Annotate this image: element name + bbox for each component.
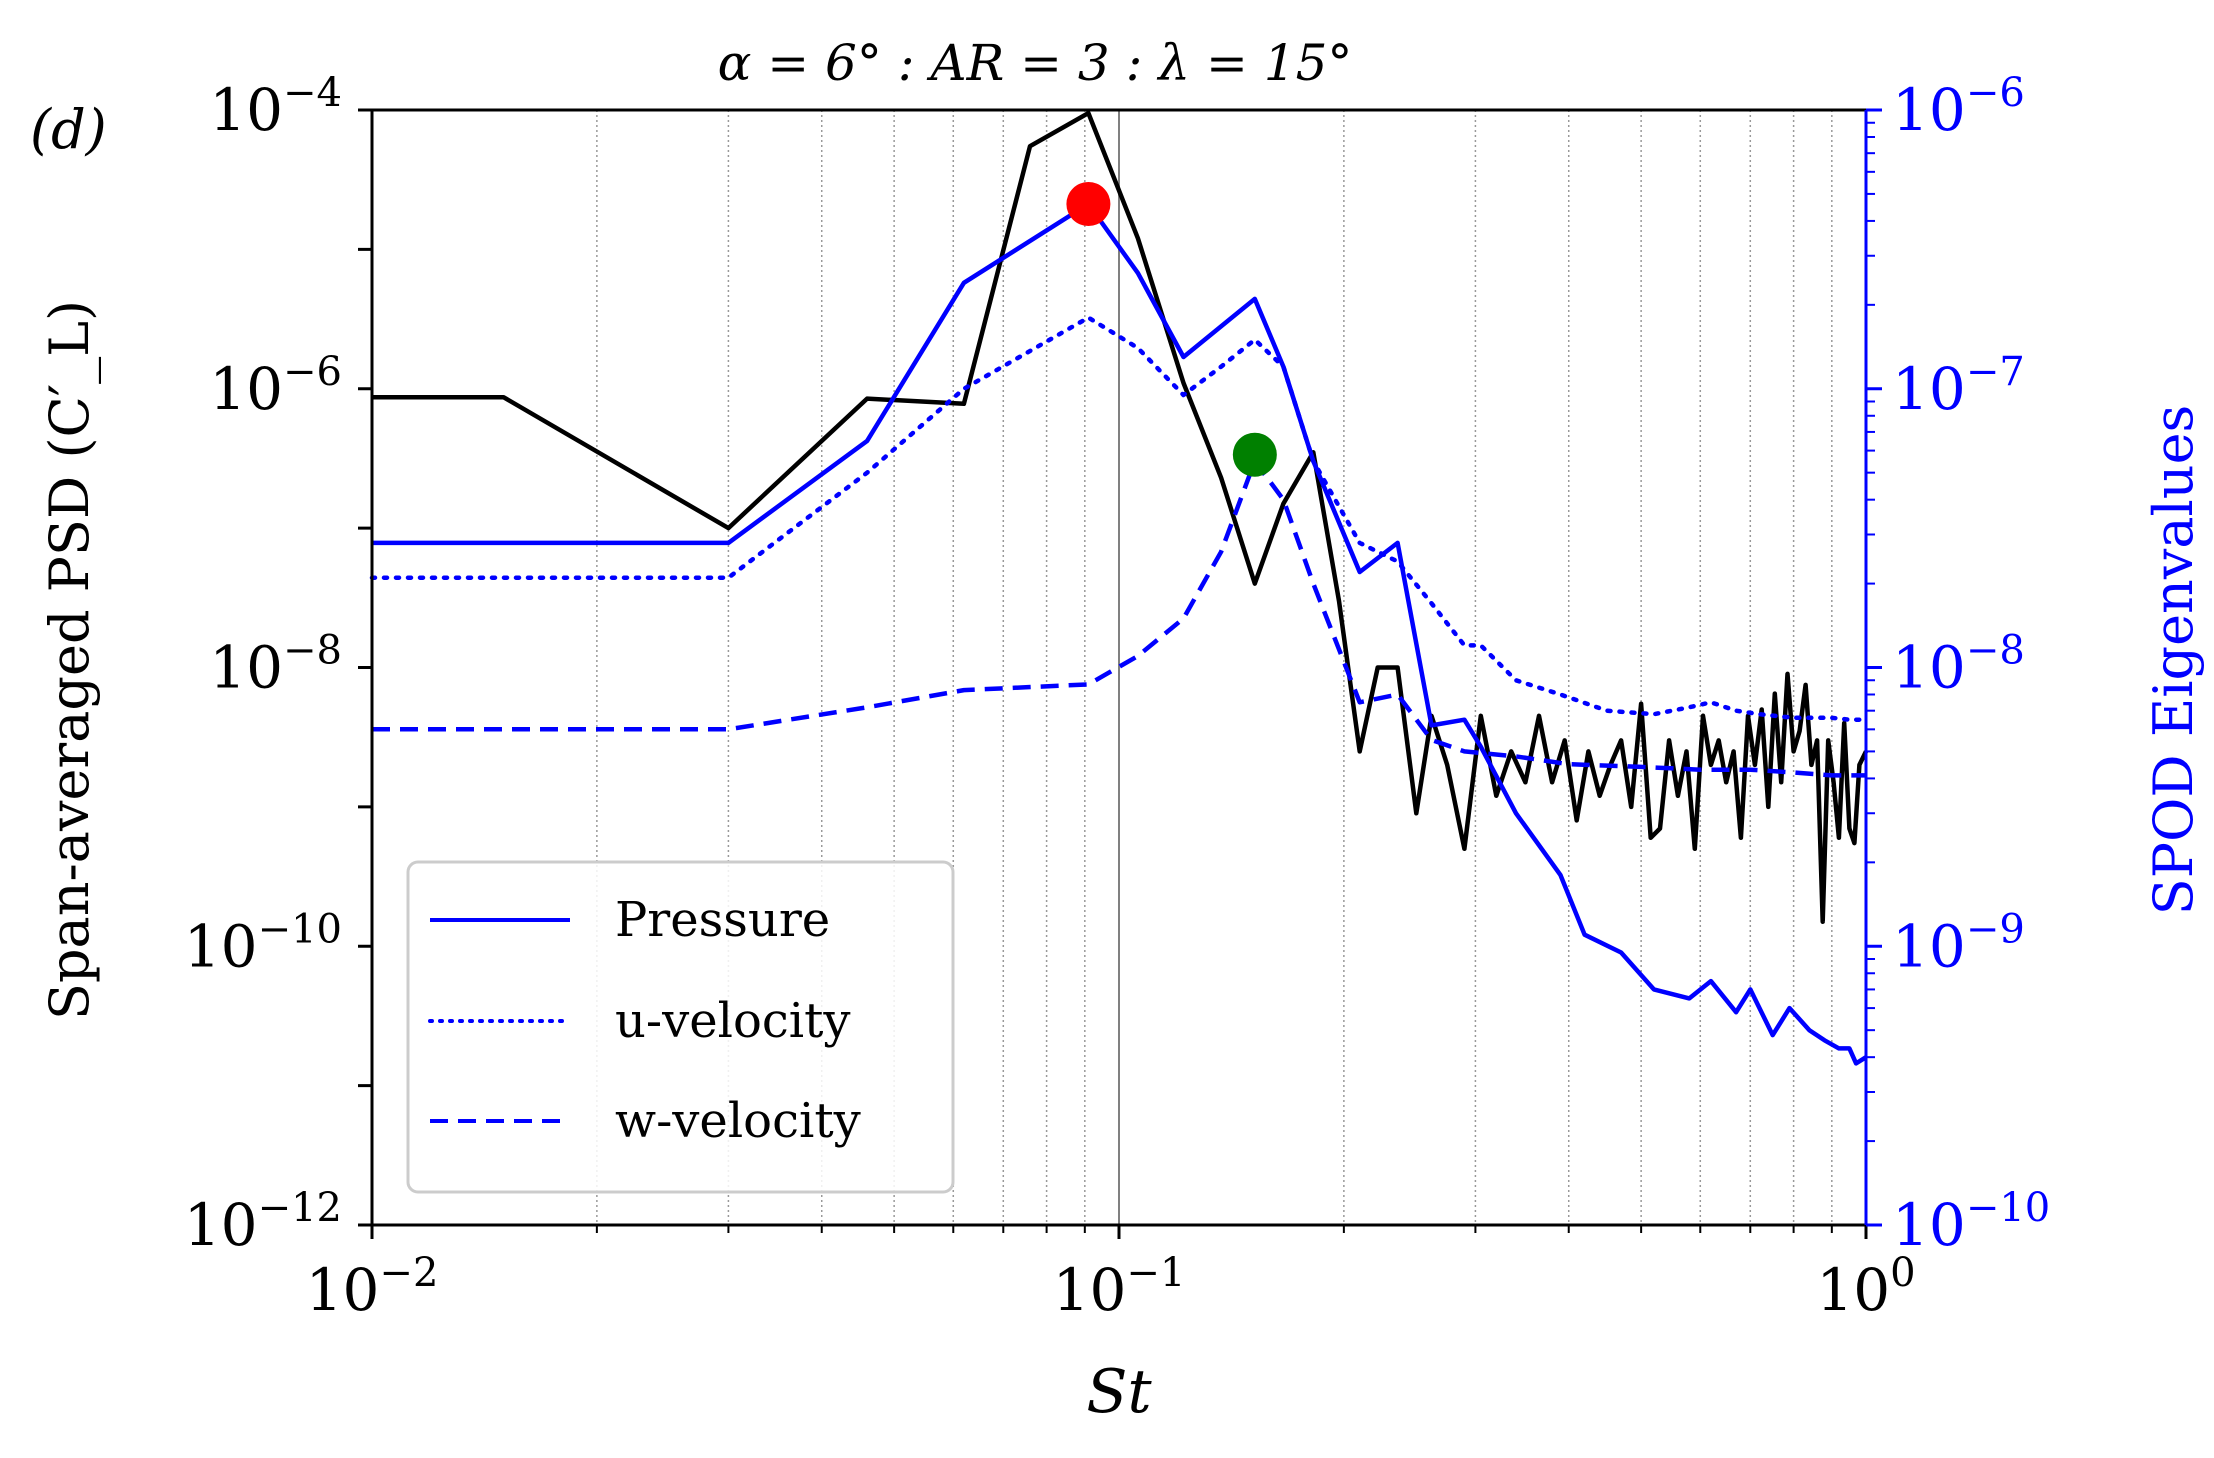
x-tick-label: 100 bbox=[1816, 1250, 1915, 1324]
legend-label-w-velocity: w-velocity bbox=[615, 1093, 861, 1149]
legend-box bbox=[406, 860, 955, 1194]
series-layer bbox=[369, 110, 1869, 1066]
y-left-tick-label: 10−10 bbox=[184, 906, 342, 980]
y-left-tick-label: 10−4 bbox=[209, 70, 342, 144]
y-right-tick-label: 10−10 bbox=[1892, 1185, 2050, 1259]
marker-primary-peak bbox=[1066, 182, 1111, 227]
axes: 10−2 10−1 100 10−4 10−6 10−8 10−10 10−12 10−6 10−… bbox=[184, 70, 2050, 1324]
y-right-tick-label: 10−7 bbox=[1892, 349, 2025, 423]
series-line-pressure bbox=[372, 201, 1868, 1066]
legend: Pressure u-velocity w-velocity bbox=[406, 860, 955, 1194]
legend-label-u-velocity: u-velocity bbox=[615, 993, 851, 1049]
legend-label-pressure: Pressure bbox=[615, 892, 830, 948]
chart-title: α = 6° : AR = 3 : λ = 15° bbox=[718, 34, 1353, 92]
y-axis-label-left: Span-averaged PSD (C′_L) bbox=[38, 300, 101, 1020]
y-right-tick-label: 10−6 bbox=[1892, 70, 2025, 144]
y-left-tick-label: 10−8 bbox=[209, 628, 342, 702]
peak-markers bbox=[1066, 182, 1277, 477]
series-line-span-averaged-psd bbox=[372, 110, 1869, 924]
x-axis-label: St bbox=[1086, 1357, 1152, 1427]
marker-secondary-peak bbox=[1232, 432, 1277, 477]
panel-label: (d) bbox=[30, 98, 107, 161]
grid-lines bbox=[596, 110, 1833, 1225]
x-tick-label: 10−1 bbox=[1053, 1250, 1186, 1324]
series-line-w-velocity bbox=[372, 458, 1866, 778]
y-right-tick-label: 10−8 bbox=[1892, 628, 2025, 702]
series-line-u-velocity bbox=[369, 315, 1869, 722]
y-left-tick-label: 10−12 bbox=[184, 1185, 342, 1259]
x-tick-label: 10−2 bbox=[306, 1250, 439, 1324]
y-right-tick-label: 10−9 bbox=[1892, 906, 2025, 980]
y-axis-label-right: SPOD Eigenvalues bbox=[2142, 405, 2205, 915]
y-left-tick-label: 10−6 bbox=[209, 349, 342, 423]
